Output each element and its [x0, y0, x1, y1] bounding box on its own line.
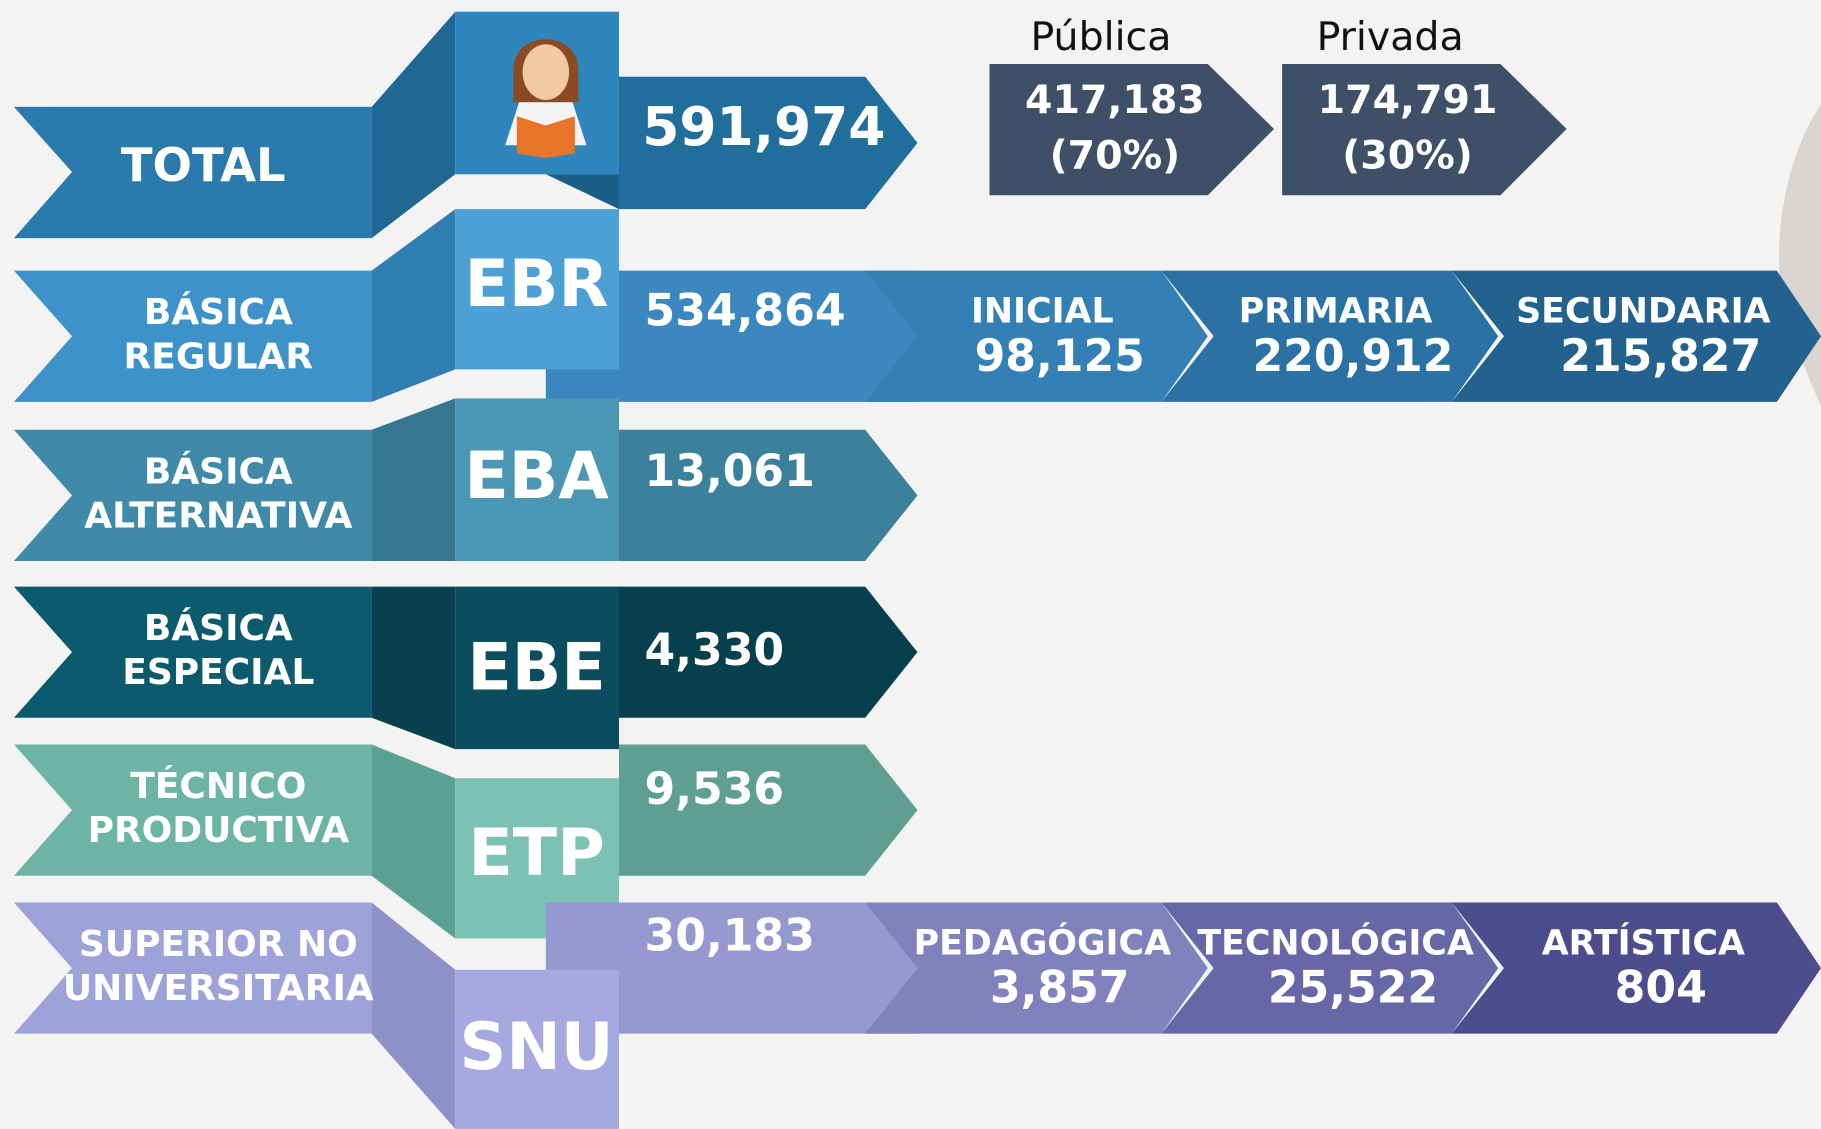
- sector-label: Privada: [1317, 14, 1464, 60]
- page: TOTAL 591,974 Pública 417,183 (70%) Priv…: [0, 0, 1821, 1129]
- level-value: 220,912: [1252, 331, 1453, 382]
- total-value: 591,974: [642, 95, 885, 158]
- row-label: PRODUCTIVA: [88, 810, 350, 851]
- row-value: 30,183: [645, 910, 815, 961]
- row-label: ESPECIAL: [122, 652, 314, 693]
- row-label: TÉCNICO: [130, 765, 306, 807]
- total-label: TOTAL: [121, 138, 286, 192]
- row-label: BÁSICA: [144, 607, 293, 649]
- sector-share: (30%): [1342, 133, 1473, 179]
- level-label: ARTÍSTICA: [1542, 921, 1745, 963]
- level-label: PRIMARIA: [1239, 291, 1433, 331]
- sector-value: 174,791: [1318, 77, 1498, 123]
- row-label: ALTERNATIVA: [84, 495, 352, 536]
- row-value: 13,061: [645, 446, 815, 497]
- level-value: 98,125: [975, 331, 1145, 382]
- row-label: BÁSICA: [144, 450, 293, 492]
- row-label: BÁSICA: [144, 291, 293, 333]
- row-code: SNU: [460, 1010, 614, 1085]
- row-value: 534,864: [645, 286, 846, 337]
- infographic: TOTAL 591,974 Pública 417,183 (70%) Priv…: [0, 0, 1821, 1129]
- level-label: SECUNDARIA: [1516, 291, 1771, 331]
- row-label: UNIVERSITARIA: [63, 968, 374, 1009]
- level-value: 804: [1615, 963, 1707, 1014]
- level-label: INICIAL: [971, 291, 1114, 331]
- row-code: ETP: [468, 816, 604, 891]
- row-label: SUPERIOR NO: [79, 924, 358, 965]
- row-code: EBE: [467, 630, 605, 705]
- row-label: REGULAR: [124, 336, 314, 377]
- row-code: EBR: [465, 247, 609, 322]
- student-icon: [505, 39, 586, 158]
- level-value: 3,857: [990, 963, 1130, 1014]
- level-value: 25,522: [1268, 963, 1438, 1014]
- row-value: 4,330: [645, 625, 785, 676]
- level-label: TECNOLÓGICA: [1197, 921, 1474, 963]
- row-code: EBA: [464, 439, 608, 514]
- sector-label: Pública: [1030, 14, 1171, 60]
- row-value: 9,536: [645, 764, 785, 815]
- sector-share: (70%): [1050, 133, 1181, 179]
- sector-value: 417,183: [1025, 77, 1205, 123]
- level-label: PEDAGÓGICA: [914, 921, 1171, 963]
- level-value: 215,827: [1560, 331, 1761, 382]
